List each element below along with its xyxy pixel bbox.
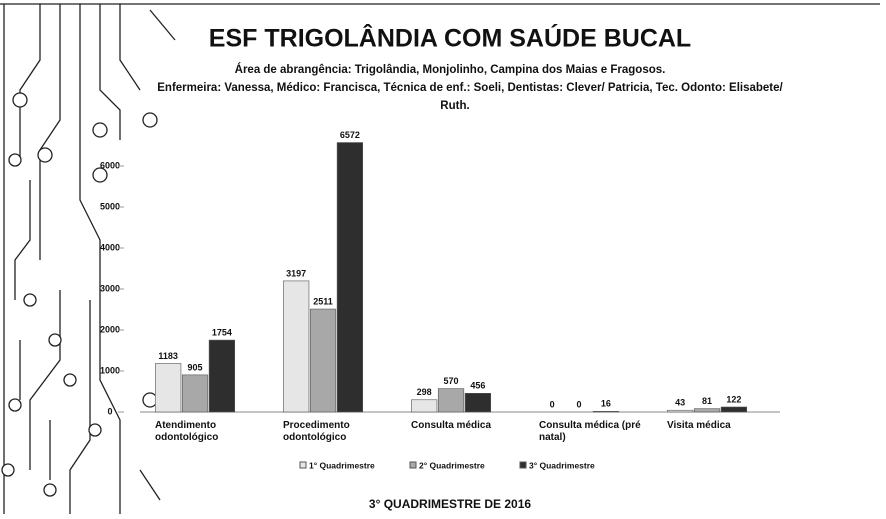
x-tick-label-box: Consulta médica bbox=[411, 420, 492, 431]
x-tick-label: Atendimento odontológico bbox=[155, 420, 219, 443]
data-label: 122 bbox=[726, 394, 741, 404]
data-label: 1183 bbox=[158, 351, 178, 361]
x-tick-label: Visita médica bbox=[667, 420, 731, 431]
bar bbox=[181, 374, 209, 413]
bar bbox=[283, 280, 310, 413]
subtitle: Área de abrangência: Trigolândia, Monjol… bbox=[235, 63, 666, 76]
data-label: 6572 bbox=[340, 130, 360, 140]
bar bbox=[464, 393, 492, 413]
bar bbox=[309, 308, 337, 413]
legend-label: 2° Quadrimestre bbox=[419, 460, 485, 470]
legend-swatch bbox=[519, 461, 527, 469]
x-tick-label-box: Procedimento odontológico bbox=[283, 420, 350, 443]
bar bbox=[336, 142, 364, 413]
y-tick-label: 4000 bbox=[100, 242, 120, 252]
legend-swatch bbox=[299, 461, 307, 469]
y-tick-label: 1000 bbox=[100, 365, 120, 375]
data-label: 3197 bbox=[286, 268, 306, 278]
x-tick-label-box: Consulta médica (pré natal) bbox=[539, 420, 641, 443]
chart-title: ESF TRIGOLÂNDIA COM SAÚDE BUCAL bbox=[209, 23, 691, 53]
data-label: 298 bbox=[417, 387, 432, 397]
x-tick-label: Consulta médica (pré natal) bbox=[539, 420, 641, 443]
bar bbox=[208, 339, 236, 413]
data-label: 1754 bbox=[212, 327, 232, 337]
y-tick-label: 0 bbox=[107, 406, 112, 416]
footer: 3° QUADRIMESTRE DE 2016 bbox=[369, 497, 532, 511]
subtitle: Enfermeira: Vanessa, Médico: Francisca, … bbox=[157, 82, 783, 94]
bar bbox=[592, 411, 620, 413]
x-tick-label: Procedimento odontológico bbox=[283, 420, 350, 443]
legend-label: 3° Quadrimestre bbox=[529, 460, 595, 470]
y-tick-label: 6000 bbox=[100, 160, 120, 170]
legend-label: 1° Quadrimestre bbox=[309, 460, 375, 470]
y-tick-label: 2000 bbox=[100, 324, 120, 334]
data-label: 570 bbox=[444, 376, 459, 386]
x-tick-label-box: Visita médica bbox=[667, 420, 731, 431]
legend-swatch bbox=[409, 461, 417, 469]
data-label: 456 bbox=[470, 381, 485, 391]
data-label: 0 bbox=[577, 399, 582, 409]
bar bbox=[155, 363, 182, 413]
bar bbox=[667, 409, 694, 413]
y-tick-label: 5000 bbox=[100, 201, 120, 211]
data-label: 43 bbox=[675, 398, 685, 408]
data-label: 0 bbox=[550, 399, 555, 409]
y-tick-label: 3000 bbox=[100, 283, 120, 293]
data-label: 905 bbox=[188, 362, 203, 372]
data-label: 81 bbox=[702, 396, 712, 406]
data-label: 16 bbox=[601, 399, 611, 409]
bar bbox=[411, 399, 438, 413]
bar bbox=[693, 408, 721, 413]
x-tick-label-box: Atendimento odontológico bbox=[155, 420, 219, 443]
subtitle: Ruth. bbox=[440, 100, 469, 112]
bar bbox=[720, 406, 748, 413]
bar bbox=[437, 388, 465, 413]
circuit-decoration bbox=[0, 3, 880, 514]
x-tick-label: Consulta médica bbox=[411, 420, 492, 431]
data-label: 2511 bbox=[313, 296, 333, 306]
